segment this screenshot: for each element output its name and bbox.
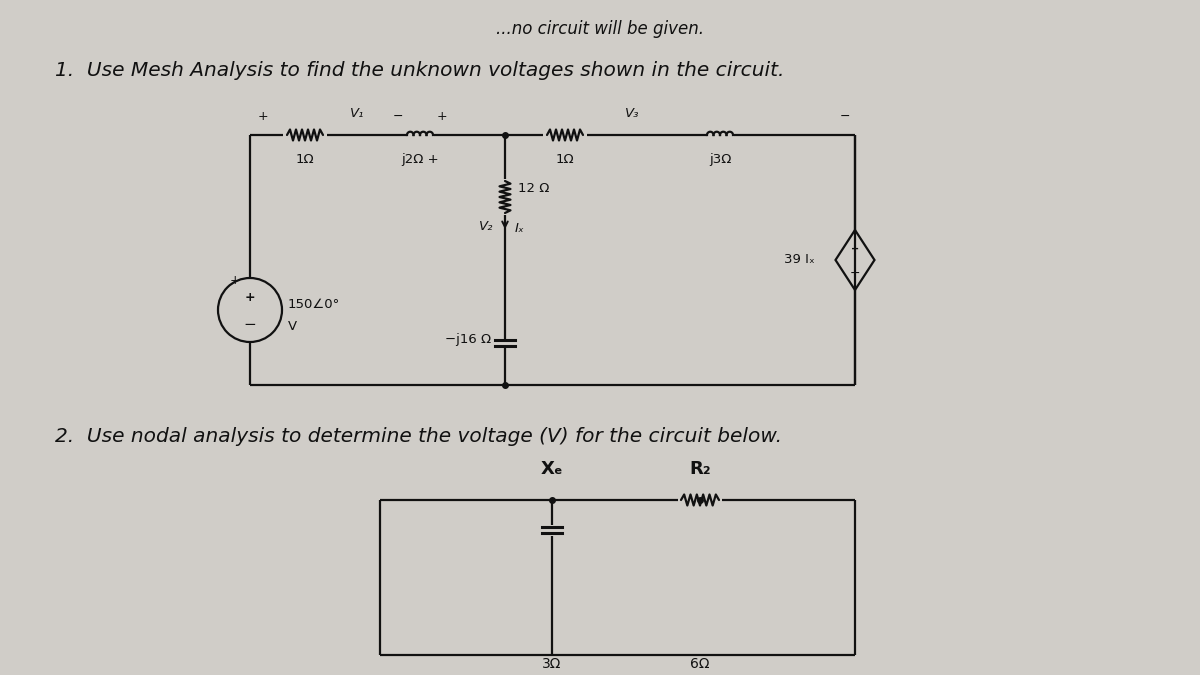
Text: j3Ω: j3Ω	[709, 153, 731, 166]
Text: +: +	[851, 244, 859, 254]
Text: +: +	[245, 292, 256, 304]
Text: V₂: V₂	[479, 221, 493, 234]
Text: 150∠0°: 150∠0°	[288, 298, 341, 311]
Text: 39 Iₓ: 39 Iₓ	[785, 254, 815, 267]
Text: 12 Ω: 12 Ω	[518, 182, 550, 196]
Text: +: +	[229, 273, 240, 286]
Text: R₂: R₂	[689, 460, 710, 478]
Text: 3Ω: 3Ω	[542, 657, 562, 671]
Text: +: +	[258, 110, 269, 123]
Text: Iₓ: Iₓ	[515, 223, 524, 236]
Text: Xₑ: Xₑ	[541, 460, 563, 478]
Text: ...no circuit will be given.: ...no circuit will be given.	[496, 20, 704, 38]
Text: −j16 Ω: −j16 Ω	[445, 333, 491, 346]
Text: 1Ω: 1Ω	[556, 153, 575, 166]
Text: +: +	[437, 110, 448, 123]
Text: j2Ω +: j2Ω +	[401, 153, 439, 166]
Text: V₁: V₁	[350, 107, 365, 120]
Text: −: −	[840, 110, 850, 123]
Text: 2.  Use nodal analysis to determine the voltage (V) for the circuit below.: 2. Use nodal analysis to determine the v…	[55, 427, 782, 446]
Text: 6Ω: 6Ω	[690, 657, 709, 671]
Text: −: −	[244, 317, 257, 332]
Text: −: −	[850, 267, 860, 280]
Text: 1.  Use Mesh Analysis to find the unknown voltages shown in the circuit.: 1. Use Mesh Analysis to find the unknown…	[55, 61, 785, 80]
Text: −: −	[394, 110, 403, 123]
Text: V: V	[288, 319, 298, 333]
Text: V₃: V₃	[625, 107, 640, 120]
Text: 1Ω: 1Ω	[295, 153, 314, 166]
